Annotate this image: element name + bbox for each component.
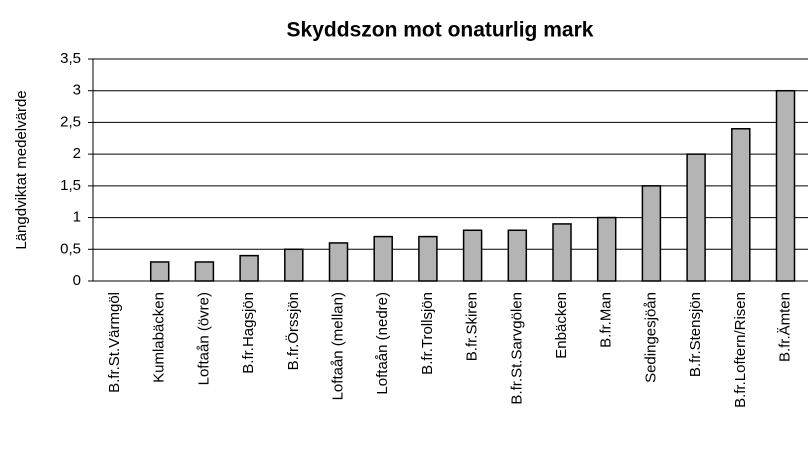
y-tick-label: 1 (73, 209, 81, 226)
y-tick-label: 2,5 (60, 113, 81, 130)
bar (552, 223, 572, 282)
bar (731, 128, 751, 282)
x-tick-label: B.fr.Man (598, 292, 615, 348)
y-tick-label: 0,5 (60, 240, 81, 257)
y-tick-label: 1,5 (60, 177, 81, 194)
chart-title: Skyddszon mot onaturlig mark (287, 19, 594, 42)
x-tick-label: B.fr.Örssjön (284, 292, 302, 370)
x-tick-label: B.fr.Hagsjön (240, 292, 257, 374)
bar (149, 261, 170, 282)
bar (373, 235, 393, 282)
x-tick-label: B.fr.Loftern/Risen (732, 292, 749, 408)
x-tick-label: Loftaån (nedre) (374, 292, 391, 395)
bar (239, 254, 259, 282)
x-tick-label: B.fr.Ämten (776, 292, 793, 362)
y-axis-label: Längdviktat medelvärde (13, 90, 30, 249)
bar (284, 248, 304, 282)
bar (596, 216, 617, 282)
x-tick-label: B.fr.Trollsjön (419, 292, 436, 375)
bar (462, 229, 483, 282)
x-tick-label: B.fr.Stensjön (687, 292, 704, 377)
bar (194, 261, 215, 282)
x-tick-label: Loftaån (övre) (195, 292, 212, 385)
x-tick-label: B.fr.St.Sarvgölen (508, 292, 525, 405)
y-tick-label: 3,5 (60, 50, 81, 67)
bar (418, 235, 438, 282)
x-tick-label: Enbäcken (553, 292, 570, 359)
x-tick-label: Kumlabäcken (151, 292, 168, 383)
x-tick-label: B.fr.Skiren (464, 292, 481, 361)
bar (328, 242, 349, 282)
bar (686, 153, 706, 282)
x-tick-label: B.fr.St.Värmgöl (106, 292, 123, 393)
x-tick-label: Sedingesjöån (642, 292, 659, 383)
y-tick-label: 3 (73, 82, 81, 99)
y-tick-label: 2 (73, 145, 81, 162)
x-tick-label: Loftaån (mellan) (329, 292, 346, 400)
bar (641, 185, 662, 282)
y-tick-label: 0 (73, 272, 81, 289)
bar (507, 229, 528, 282)
bar (775, 89, 796, 282)
